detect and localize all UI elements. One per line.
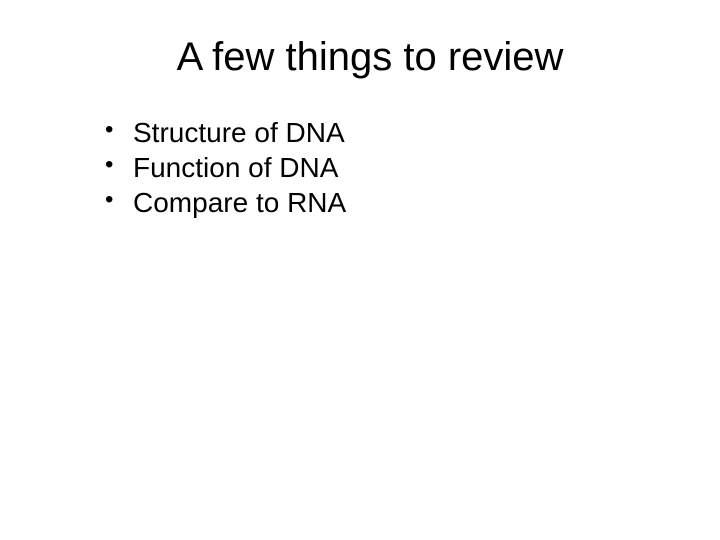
slide-container: A few things to review Structure of DNA …: [0, 0, 720, 540]
list-item: Compare to RNA: [105, 185, 670, 220]
list-item: Function of DNA: [105, 150, 670, 185]
bullet-list: Structure of DNA Function of DNA Compare…: [50, 115, 670, 220]
list-item: Structure of DNA: [105, 115, 670, 150]
bullet-text: Compare to RNA: [133, 187, 346, 218]
slide-title: A few things to review: [110, 35, 630, 80]
bullet-text: Structure of DNA: [133, 117, 345, 148]
bullet-text: Function of DNA: [133, 152, 338, 183]
